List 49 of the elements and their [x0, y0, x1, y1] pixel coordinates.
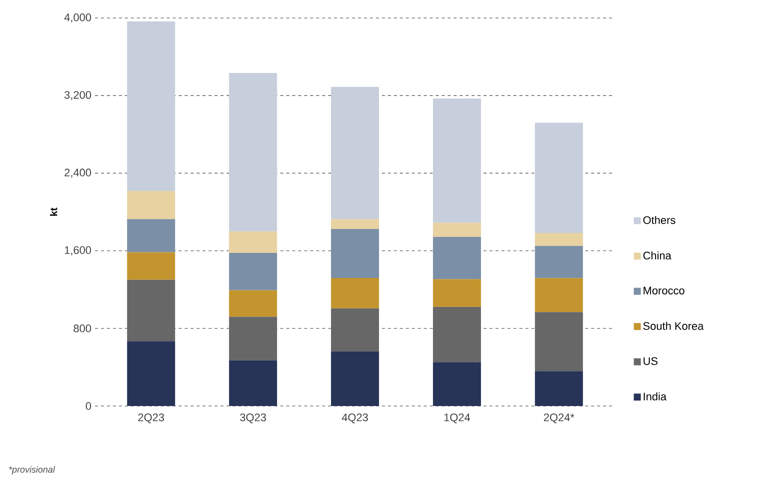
legend-label: Others [643, 216, 676, 224]
x-tick-label: 2Q24* [544, 414, 574, 424]
legend-label: India [644, 392, 667, 400]
bar [534, 278, 583, 312]
bar [229, 290, 278, 317]
bar [229, 316, 278, 360]
legend-label: China [643, 251, 672, 260]
x-tick-label: 1Q24 [444, 414, 470, 424]
bar [229, 72, 278, 232]
bar [432, 279, 481, 307]
x-tick-label: 2Q23 [138, 414, 164, 424]
bar [127, 219, 176, 252]
bar [534, 246, 583, 278]
x-tick-label: 3Q23 [240, 414, 266, 424]
text: *provisional [9, 466, 56, 474]
bar [331, 229, 380, 278]
bar [534, 371, 583, 406]
y-tick-label: 3,200 [64, 91, 92, 100]
bar [229, 231, 278, 253]
bar [127, 191, 176, 220]
y-tick-label: 800 [74, 324, 92, 332]
y-tick-label: 1,600 [64, 246, 92, 256]
bar [229, 252, 278, 290]
bar [229, 360, 278, 406]
y-tick-label: 0 [86, 402, 92, 410]
bar [534, 122, 583, 234]
bar [127, 21, 176, 192]
bar [432, 236, 481, 280]
bar [331, 308, 380, 352]
bar [432, 306, 481, 362]
y-tick-label: 2,400 [64, 168, 92, 178]
bar [127, 252, 176, 280]
legend-label: South Korea [643, 322, 704, 330]
bar [432, 222, 481, 237]
legend-label: US [644, 357, 658, 365]
bar [534, 312, 583, 372]
x-tick-label: 4Q23 [342, 414, 368, 424]
bar [127, 280, 176, 342]
legend-label: Morocco [644, 286, 684, 294]
bar [127, 341, 176, 406]
bar [432, 98, 481, 223]
bar [331, 278, 380, 308]
bar [331, 219, 380, 230]
bar [432, 362, 481, 406]
y-axis-title: kt [50, 208, 58, 216]
bar [331, 86, 380, 220]
bar [534, 233, 583, 246]
y-tick-label: 4,000 [64, 13, 92, 23]
bar [331, 351, 380, 406]
